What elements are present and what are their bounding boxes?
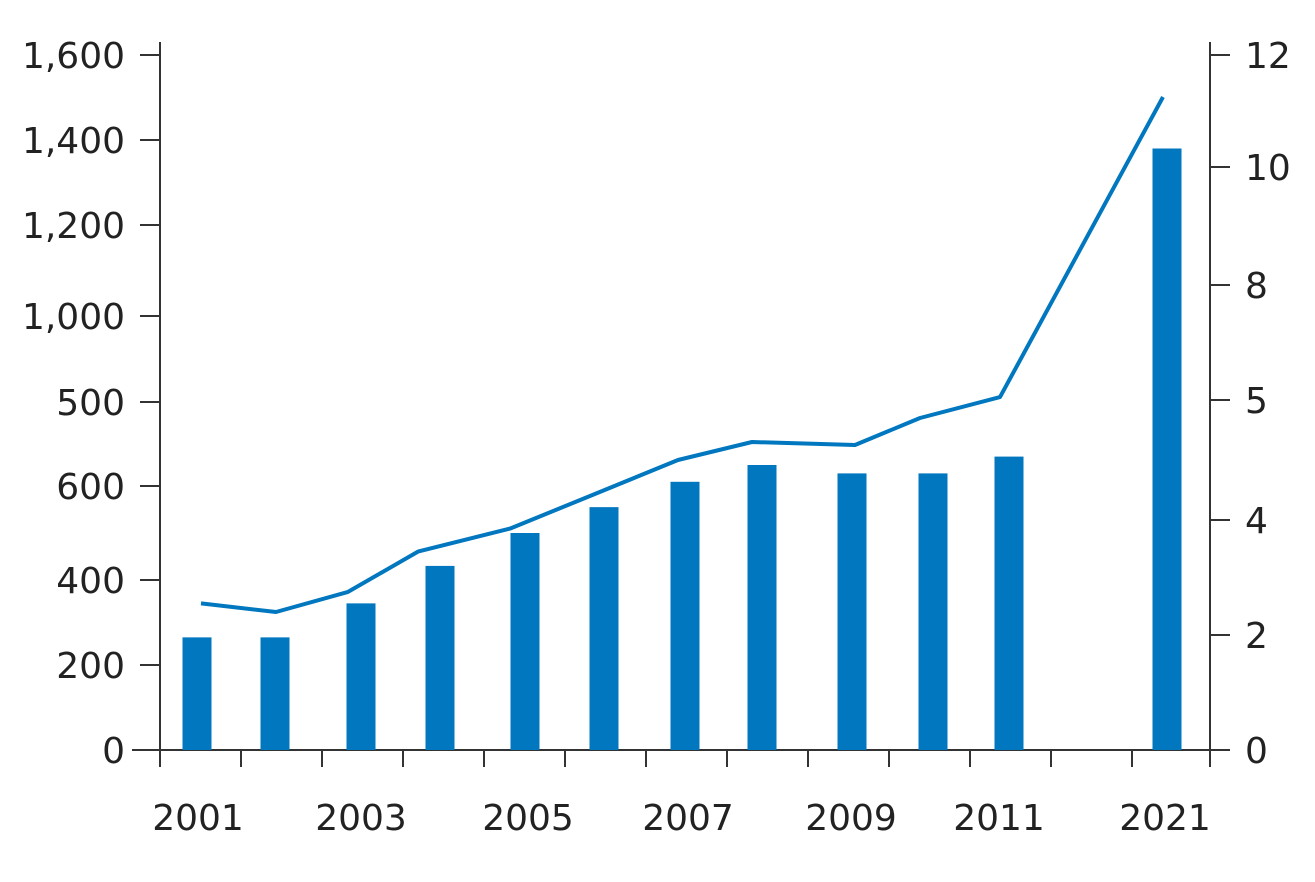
left-axis-tick-label: 400 [56, 561, 125, 602]
bar [837, 473, 867, 750]
right-axis-tick-label: 12 [1245, 36, 1291, 77]
left-axis-tick-label: 600 [56, 467, 125, 508]
line-series-path [200, 96, 1165, 614]
x-axis-tick-label: 2011 [953, 798, 1045, 839]
bar [346, 603, 376, 750]
bar-series [182, 148, 1182, 750]
left-axis: 0 200 400 600 500 1,000 1,200 1,400 1,600 [22, 36, 161, 772]
right-axis-tick-label: 0 [1245, 731, 1268, 772]
bar [670, 481, 700, 750]
x-axis: 2001 2003 2005 2007 2009 2011 2021 [132, 749, 1222, 839]
left-axis-tick-label: 1,000 [22, 297, 125, 338]
bar [510, 533, 540, 750]
bar [260, 637, 290, 750]
right-axis-tick-label: 8 [1245, 266, 1268, 307]
bar [918, 473, 948, 750]
bar [182, 637, 212, 750]
right-axis-tick-label: 10 [1245, 148, 1291, 189]
bar [589, 507, 619, 750]
x-axis-tick-label: 2003 [315, 798, 407, 839]
right-axis-tick-label: 5 [1245, 381, 1268, 422]
left-axis-tick-label: 500 [56, 383, 125, 424]
x-axis-tick-label: 2001 [152, 798, 244, 839]
left-axis-tick-label: 1,400 [22, 121, 125, 162]
line-series [200, 96, 1165, 614]
right-axis: 0 2 4 5 8 10 12 [1209, 36, 1291, 772]
left-axis-tick-label: 1,200 [22, 206, 125, 247]
bar [747, 465, 777, 750]
left-axis-tick-label: 1,600 [22, 36, 125, 77]
x-axis-tick-label: 2005 [482, 798, 574, 839]
bar [1152, 148, 1182, 750]
x-axis-tick-label: 2009 [805, 798, 897, 839]
x-axis-tick-label: 2021 [1119, 798, 1211, 839]
bar [994, 456, 1024, 750]
left-axis-tick-label: 0 [102, 731, 125, 772]
right-axis-tick-label: 4 [1245, 501, 1268, 542]
right-axis-tick-label: 2 [1245, 616, 1268, 657]
left-axis-tick-label: 200 [56, 646, 125, 687]
bar [425, 565, 455, 750]
x-axis-tick-label: 2007 [642, 798, 734, 839]
